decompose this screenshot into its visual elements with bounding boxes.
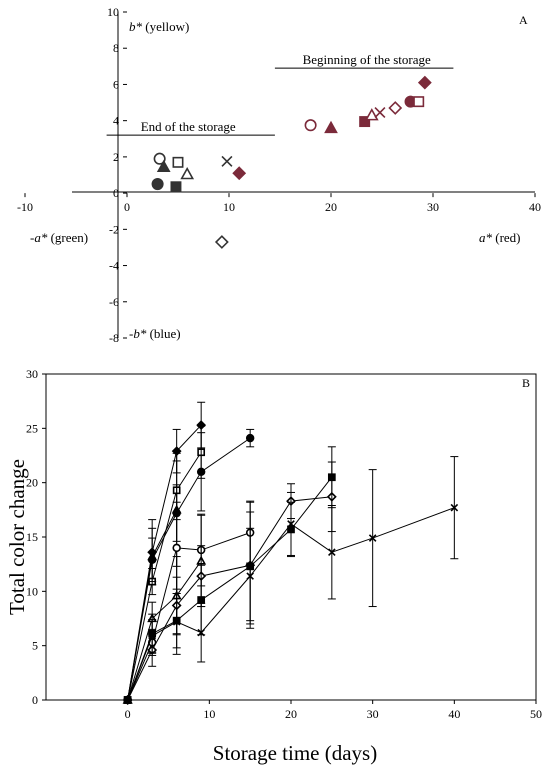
- panel-b-y-tick-label: 15: [26, 530, 38, 544]
- panel-b-x-axis-title: Storage time (days): [213, 741, 377, 765]
- panel-a-point-beginning-cross: [374, 107, 386, 119]
- axis-label-pos-a: a* (red): [479, 230, 521, 245]
- panel-b-series-line: [127, 560, 202, 701]
- panel-a-y-tick-label: 0: [113, 186, 119, 200]
- panel-b-x-tick-label: 30: [367, 707, 379, 721]
- panel-a-y-tick-label: -4: [109, 259, 119, 273]
- panel-a-x-tick-label: 0: [124, 200, 130, 214]
- axis-label-neg-a: -a* (green): [30, 230, 88, 245]
- panel-b-point: [287, 520, 295, 528]
- panel-b-series-cross: [123, 456, 459, 704]
- panel-a-y-tick-label: 8: [113, 41, 119, 55]
- panel-b-y-tick-label: 25: [26, 421, 38, 435]
- panel-b-x-tick-label: 50: [530, 707, 542, 721]
- panel-a-point-beginning-diamond-filled: [417, 75, 432, 90]
- panel-b-total-color-change-chart: 0 10 20 30 40 50 0 5 10 15 20 25 30 B Storage time …: [5, 367, 542, 765]
- panel-a-point-beginning-circle-open: [304, 119, 317, 132]
- panel-b-series-line: [127, 532, 251, 701]
- panel-b-series-triangle-open: [122, 514, 207, 704]
- panel-b-y-axis-title: Total color change: [5, 459, 29, 615]
- panel-a-point-beginning-square-open: [413, 96, 425, 108]
- panel-b-x-tick-label: 0: [125, 707, 131, 721]
- panel-a-annotation: Beginning of the storage: [303, 52, 431, 67]
- panel-b-label: B: [522, 376, 530, 390]
- panel-a-x-tick-label: -10: [17, 200, 33, 214]
- axis-label-neg-b: -b* (blue): [129, 326, 181, 341]
- panel-a-point-end-circle-filled: [151, 178, 164, 191]
- panel-a-point-end-circle-open: [153, 152, 166, 165]
- panel-b-point: [197, 628, 205, 637]
- panel-a-y-tick-label: 2: [113, 150, 119, 164]
- panel-a-y-tick-label: 6: [113, 77, 119, 91]
- panel-b-point: [197, 596, 206, 604]
- panel-a-point-end-triangle-open: [180, 166, 195, 180]
- panel-b-point: [172, 543, 181, 553]
- panel-b-series-line: [127, 424, 202, 701]
- panel-b-series-line: [127, 476, 333, 701]
- panel-b-x-tick-label: 20: [285, 707, 297, 721]
- panel-a-point-end-diamond-filled: [232, 166, 247, 181]
- panel-b-point: [327, 473, 336, 482]
- panel-b-point: [328, 548, 336, 557]
- panel-b-point: [196, 467, 206, 477]
- panel-a-y-tick-label: 10: [107, 5, 119, 19]
- panel-a-point-end-square-filled: [170, 181, 182, 193]
- panel-a-x-tick-label: 40: [529, 200, 541, 214]
- panel-b-y-tick-label: 30: [26, 367, 38, 381]
- panel-b-x-tick-label: 10: [203, 707, 215, 721]
- panel-a-annotation: End of the storage: [141, 119, 236, 134]
- panel-a-y-tick-label: -8: [109, 331, 119, 345]
- panel-b-series-square-open: [123, 425, 206, 704]
- panel-b-point: [368, 534, 377, 542]
- panel-b-point: [172, 617, 181, 626]
- panel-b-y-tick-label: 20: [26, 476, 38, 490]
- panel-a-point-beginning-triangle-filled: [324, 120, 338, 134]
- panel-a-color-space-chart: -10 0 10 20 30 40 -8 -6 -4 -2 0 2 4 6 8 10 A b* (yello…: [17, 5, 541, 345]
- panel-a-point-end-cross: [221, 155, 233, 167]
- panel-b-point: [123, 696, 132, 704]
- panel-a-point-beginning-triangle-open: [364, 108, 379, 121]
- panel-a-y-tick-label: -2: [109, 222, 119, 236]
- panel-a-point-end-square-open: [172, 156, 184, 168]
- panel-a-y-tick-label: -6: [109, 295, 119, 309]
- panel-b-point: [246, 572, 254, 580]
- panel-a-point-beginning-diamond-open: [388, 101, 403, 115]
- panel-a-label: A: [519, 13, 528, 27]
- panel-a-point-beginning-square-filled: [359, 116, 371, 128]
- panel-b-point: [450, 503, 459, 512]
- panel-b-point: [245, 433, 255, 443]
- panel-a-x-tick-label: 30: [427, 200, 439, 214]
- panel-b-point: [147, 551, 158, 561]
- panel-a-point-end-triangle-filled: [156, 159, 171, 173]
- panel-b-point: [148, 632, 156, 640]
- panel-b-y-tick-label: 10: [26, 584, 38, 598]
- panel-b-x-tick-label: 40: [448, 707, 460, 721]
- panel-a-y-tick-label: 4: [113, 114, 119, 128]
- panel-b-series-square-filled: [123, 446, 336, 704]
- panel-a-point-end-diamond-open: [214, 235, 229, 249]
- panel-b-y-tick-label: 5: [32, 639, 38, 653]
- panel-b-y-tick-label: 0: [32, 693, 38, 707]
- axis-label-pos-b: b* (yellow): [129, 19, 189, 34]
- panel-a-x-tick-label: 20: [325, 200, 337, 214]
- panel-a-x-tick-label: 10: [223, 200, 235, 214]
